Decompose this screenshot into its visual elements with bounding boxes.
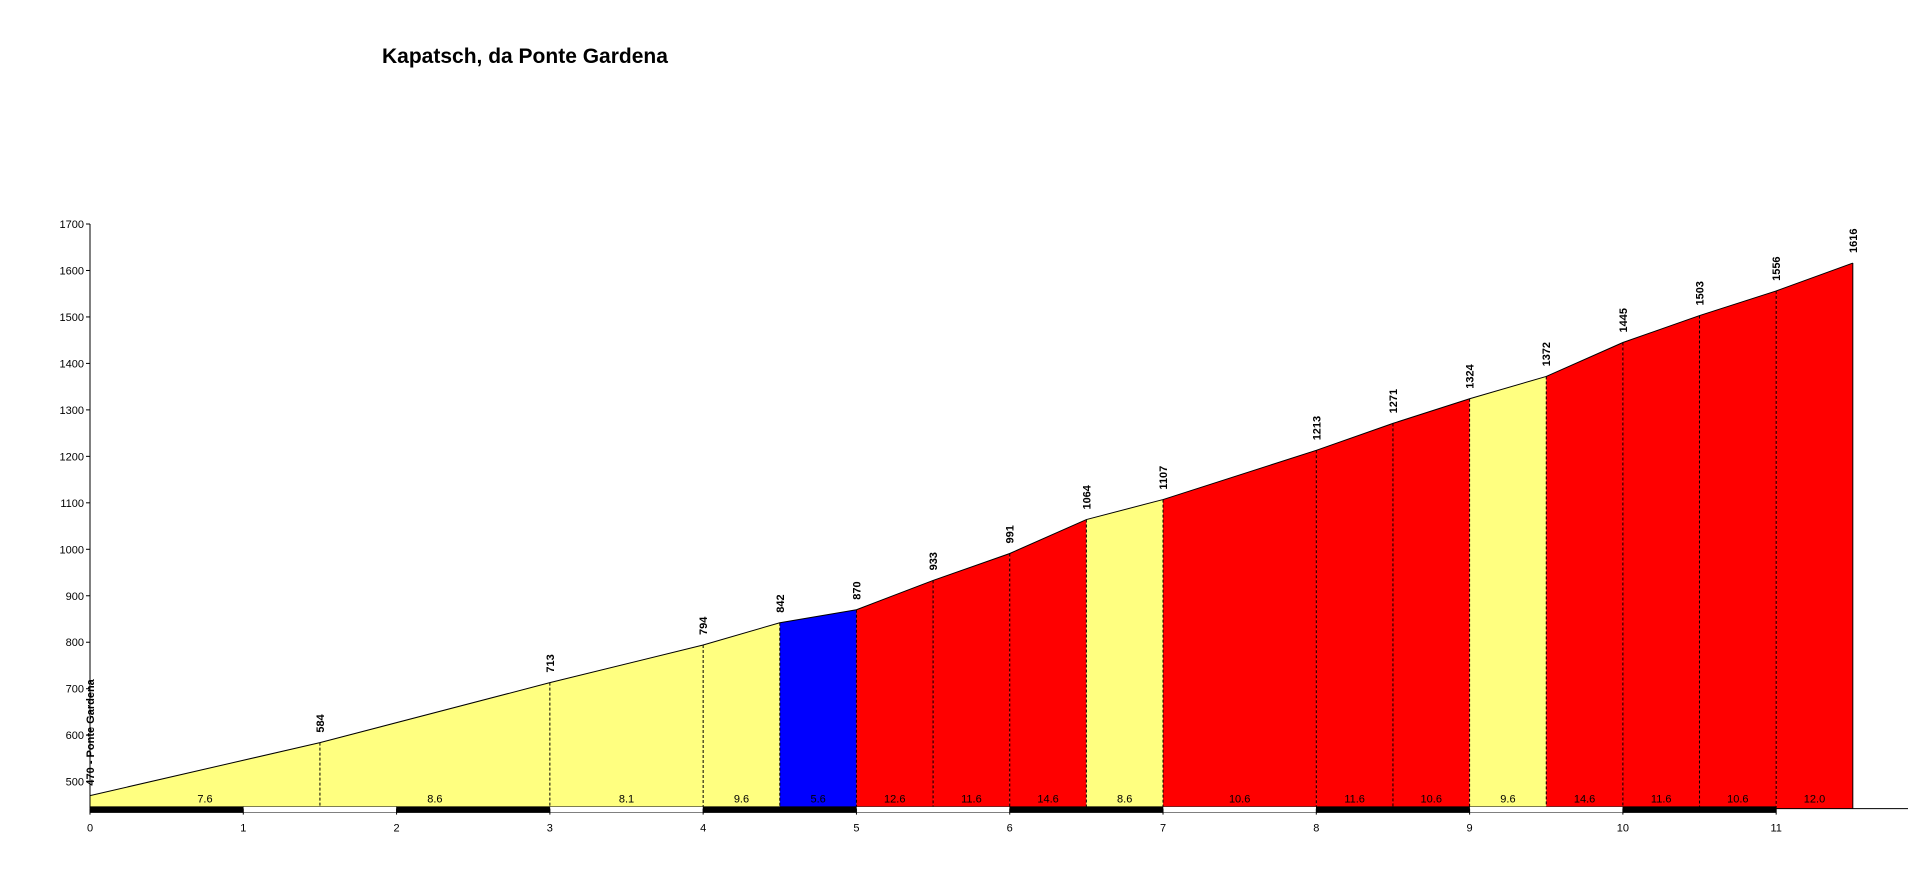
gradient-label: 11.6 bbox=[1344, 794, 1365, 806]
segment-area bbox=[549, 645, 704, 809]
km-bar bbox=[1469, 806, 1624, 813]
km-bar bbox=[1316, 806, 1470, 813]
segment-area bbox=[1776, 263, 1853, 809]
gradient-label: 8.6 bbox=[1117, 794, 1132, 806]
point-label: 1445 bbox=[1618, 308, 1630, 332]
y-tick-label: 1300 bbox=[60, 405, 84, 417]
point-label: 1324 bbox=[1465, 363, 1477, 388]
y-tick-label: 1700 bbox=[60, 219, 84, 231]
gradient-label: 11.6 bbox=[1651, 794, 1672, 806]
segment-area bbox=[1699, 290, 1777, 809]
x-tick-label: 9 bbox=[1467, 823, 1473, 835]
point-label: 870 bbox=[851, 581, 863, 599]
segment-area bbox=[1086, 499, 1164, 809]
gradient-label: 8.1 bbox=[619, 794, 634, 806]
point-label: 1372 bbox=[1541, 342, 1553, 366]
km-bar bbox=[1162, 806, 1317, 813]
x-tick-label: 1 bbox=[240, 823, 246, 835]
gradient-label: 12.0 bbox=[1804, 794, 1825, 806]
km-bar bbox=[396, 806, 551, 813]
segment-area bbox=[1163, 450, 1317, 809]
y-tick-label: 500 bbox=[66, 777, 84, 789]
y-tick-label: 1000 bbox=[60, 544, 84, 556]
gradient-label: 5.6 bbox=[810, 794, 825, 806]
x-tick-label: 2 bbox=[394, 823, 400, 835]
y-tick-label: 700 bbox=[66, 684, 84, 696]
y-tick-label: 1400 bbox=[60, 358, 84, 370]
chart-title: Kapatsch, da Ponte Gardena bbox=[382, 45, 668, 68]
point-label: 470 - Ponte Gardena bbox=[85, 678, 97, 785]
point-label: 842 bbox=[775, 594, 787, 612]
segment-area bbox=[1392, 398, 1470, 809]
gradient-label: 14.6 bbox=[1037, 794, 1058, 806]
point-label: 1271 bbox=[1388, 389, 1400, 413]
profile-line bbox=[89, 262, 1853, 797]
km-bar bbox=[1622, 806, 1777, 813]
gradient-label: 10.6 bbox=[1229, 794, 1250, 806]
segment-area bbox=[779, 609, 857, 809]
x-tick-label: 8 bbox=[1313, 823, 1319, 835]
x-tick-label: 6 bbox=[1007, 823, 1013, 835]
point-label: 991 bbox=[1005, 525, 1017, 543]
segment-area bbox=[1546, 342, 1623, 809]
segment-area bbox=[1622, 315, 1700, 809]
gradient-label: 9.6 bbox=[734, 794, 749, 806]
point-label: 1213 bbox=[1311, 416, 1323, 440]
point-label: 1107 bbox=[1158, 466, 1170, 490]
point-label: 933 bbox=[928, 552, 940, 570]
segment-area bbox=[856, 580, 934, 809]
km-bar bbox=[856, 806, 1010, 813]
point-label: 1556 bbox=[1771, 256, 1783, 280]
x-tick-label: 5 bbox=[853, 823, 859, 835]
point-label: 1503 bbox=[1695, 281, 1707, 305]
km-bar bbox=[89, 806, 244, 813]
point-label: 713 bbox=[545, 654, 557, 672]
point-label: 1616 bbox=[1848, 229, 1860, 253]
x-tick-label: 3 bbox=[547, 823, 553, 835]
y-tick-label: 600 bbox=[66, 730, 84, 742]
y-tick-label: 1500 bbox=[60, 312, 84, 324]
km-bar bbox=[1009, 806, 1164, 813]
segment-area bbox=[1469, 376, 1547, 809]
gradient-label: 12.6 bbox=[884, 794, 905, 806]
gradient-label: 7.6 bbox=[197, 794, 212, 806]
y-tick-label: 800 bbox=[66, 637, 84, 649]
gradient-label: 8.6 bbox=[427, 794, 442, 806]
segment-area bbox=[1009, 519, 1087, 809]
x-tick-label: 7 bbox=[1160, 823, 1166, 835]
x-tick-label: 4 bbox=[700, 823, 706, 835]
segment-area bbox=[1316, 423, 1393, 809]
x-tick-label: 10 bbox=[1617, 823, 1629, 835]
km-bar bbox=[549, 806, 704, 813]
segment-area bbox=[703, 622, 780, 809]
gradient-label: 9.6 bbox=[1500, 794, 1515, 806]
y-tick-label: 1600 bbox=[60, 265, 84, 277]
gradient-label: 10.6 bbox=[1727, 794, 1748, 806]
gradient-label: 14.6 bbox=[1574, 794, 1595, 806]
y-tick-label: 1100 bbox=[60, 498, 84, 510]
point-label: 584 bbox=[315, 713, 327, 732]
point-label: 794 bbox=[698, 616, 710, 635]
segment-area bbox=[319, 682, 550, 809]
gradient-label: 11.6 bbox=[961, 794, 982, 806]
y-tick-label: 900 bbox=[66, 591, 84, 603]
point-label: 1064 bbox=[1081, 484, 1093, 509]
y-tick-label: 1200 bbox=[60, 451, 84, 463]
segment-area bbox=[90, 742, 320, 809]
x-tick-label: 11 bbox=[1770, 823, 1781, 835]
km-bar bbox=[243, 806, 397, 813]
x-tick-label: 0 bbox=[87, 823, 93, 835]
gradient-label: 10.6 bbox=[1421, 794, 1442, 806]
segment-area bbox=[933, 553, 1010, 809]
km-bar bbox=[702, 806, 857, 813]
